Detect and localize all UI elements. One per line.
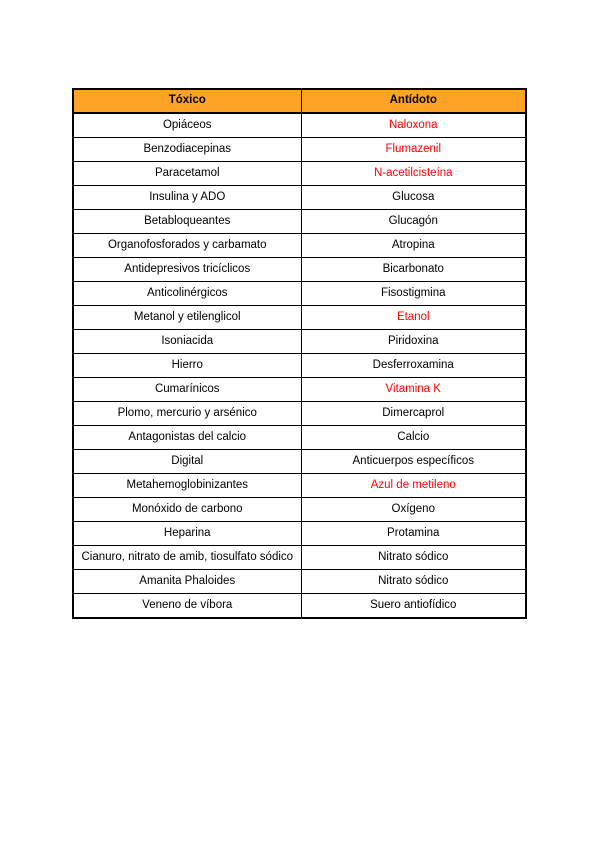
table-row: Metahemoglobinizantes Azul de metileno [72,473,527,498]
table-row: Plomo, mercurio y arsénico Dimercaprol [72,401,527,426]
toxico-cell: Cumarínicos [72,377,302,402]
toxico-cell: Benzodiacepinas [72,137,302,162]
table-header-row: Tóxico Antídoto [72,88,527,114]
toxico-cell: Monóxido de carbono [72,497,302,522]
toxico-cell: Insulina y ADO [72,185,302,210]
toxico-cell: Amanita Phaloides [72,569,302,594]
antidoto-cell: Glucagón [300,209,527,234]
toxico-cell: Anticolinérgicos [72,281,302,306]
toxico-cell: Plomo, mercurio y arsénico [72,401,302,426]
table-row: Hierro Desferroxamina [72,353,527,378]
antidoto-cell: Nitrato sódico [300,569,527,594]
antidoto-cell: Vitamina K [300,377,527,402]
toxico-cell: Isoniacida [72,329,302,354]
toxico-cell: Opiáceos [72,112,302,138]
table-row: Paracetamol N-acetilcisteína [72,161,527,186]
toxico-cell: Cianuro, nitrato de amib, tiosulfato sód… [72,545,302,570]
antidoto-cell: Protamina [300,521,527,546]
table-row: Cianuro, nitrato de amib, tiosulfato sód… [72,545,527,570]
toxico-cell: Metahemoglobinizantes [72,473,302,498]
toxico-cell: Metanol y etilenglicol [72,305,302,330]
antidoto-cell: Naloxona [300,112,527,138]
column-header-antidoto: Antídoto [300,88,527,114]
table-row: Antagonistas del calcio Calcio [72,425,527,450]
table-row: Organofosforados y carbamato Atropina [72,233,527,258]
antidote-table: Tóxico Antídoto Opiáceos Naloxona Benzodia… [72,88,527,619]
toxico-cell: Veneno de víbora [72,593,302,619]
table-row: Heparina Protamina [72,521,527,546]
antidoto-cell: N-acetilcisteína [300,161,527,186]
table-row: Monóxido de carbono Oxígeno [72,497,527,522]
antidoto-cell: Etanol [300,305,527,330]
toxico-cell: Hierro [72,353,302,378]
table-row: Anticolinérgicos Fisostigmina [72,281,527,306]
table-row: Amanita Phaloides Nitrato sódico [72,569,527,594]
antidoto-cell: Dimercaprol [300,401,527,426]
antidoto-cell: Bicarbonato [300,257,527,282]
toxico-cell: Antidepresivos tricíclicos [72,257,302,282]
antidoto-cell: Calcio [300,425,527,450]
table-row: Cumarínicos Vitamina K [72,377,527,402]
table-row: Metanol y etilenglicol Etanol [72,305,527,330]
toxico-cell: Betabloqueantes [72,209,302,234]
antidoto-cell: Glucosa [300,185,527,210]
antidote-table-body: Opiáceos Naloxona Benzodiacepinas Flumazeni… [72,112,527,619]
table-row: Benzodiacepinas Flumazenil [72,137,527,162]
table-row: Digital Anticuerpos específicos [72,449,527,474]
table-row: Opiáceos Naloxona [72,112,527,138]
antidoto-cell: Fisostigmina [300,281,527,306]
antidoto-cell: Azul de metileno [300,473,527,498]
table-row: Betabloqueantes Glucagón [72,209,527,234]
toxico-cell: Paracetamol [72,161,302,186]
table-row: Veneno de víbora Suero antiofídico [72,593,527,619]
table-row: Antidepresivos tricíclicos Bicarbonato [72,257,527,282]
antidoto-cell: Atropina [300,233,527,258]
toxico-cell: Antagonistas del calcio [72,425,302,450]
antidoto-cell: Flumazenil [300,137,527,162]
column-header-toxico: Tóxico [72,88,302,114]
antidoto-cell: Piridoxina [300,329,527,354]
table-row: Insulina y ADO Glucosa [72,185,527,210]
table-row: Isoniacida Piridoxina [72,329,527,354]
antidoto-cell: Nitrato sódico [300,545,527,570]
toxico-cell: Organofosforados y carbamato [72,233,302,258]
antidoto-cell: Oxígeno [300,497,527,522]
antidoto-cell: Anticuerpos específicos [300,449,527,474]
toxico-cell: Heparina [72,521,302,546]
toxico-cell: Digital [72,449,302,474]
antidoto-cell: Desferroxamina [300,353,527,378]
antidoto-cell: Suero antiofídico [300,593,527,619]
